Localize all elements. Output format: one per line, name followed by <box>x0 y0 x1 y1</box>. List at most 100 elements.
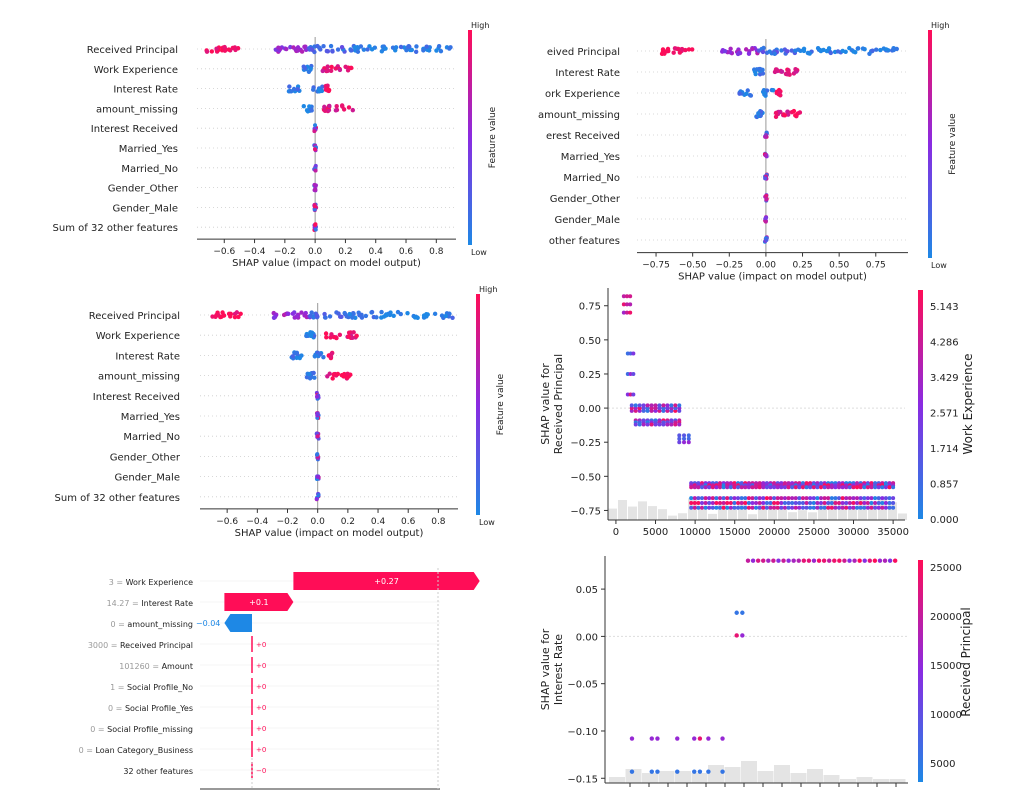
hist-bar <box>678 513 687 520</box>
shap-point <box>322 311 327 317</box>
colorbar-title: Work Experience <box>961 353 975 454</box>
hist-bar <box>648 506 657 520</box>
shap-point <box>793 113 798 118</box>
hist-bar <box>708 513 717 520</box>
shap-point <box>689 485 694 490</box>
shap-point <box>351 311 356 317</box>
shap-point <box>882 558 888 563</box>
shap-point <box>754 505 759 510</box>
shap-point <box>673 422 678 427</box>
shap-point <box>304 108 310 113</box>
shap-point <box>829 485 834 490</box>
x-tick-label: 0.8 <box>431 517 446 527</box>
shap-point <box>808 485 813 490</box>
hist-bar <box>718 502 727 520</box>
shap-point <box>876 500 881 505</box>
shap-point <box>222 48 228 53</box>
shap-point <box>779 485 784 490</box>
waterfall-bar <box>224 593 294 611</box>
feature-label: Gender_Male <box>554 215 620 226</box>
feature-label: Work Experience <box>96 331 180 342</box>
shap-point <box>786 505 791 510</box>
shap-point <box>833 485 838 490</box>
shap-point <box>363 313 369 319</box>
shap-point <box>829 496 834 501</box>
shap-point <box>826 485 831 490</box>
shap-point <box>625 302 630 307</box>
shap-point <box>797 110 803 115</box>
y-axis-label: Interest Rate <box>552 634 565 705</box>
shap-point <box>434 48 439 53</box>
shap-point <box>837 500 842 505</box>
shap-point <box>398 44 404 50</box>
shap-point <box>746 500 751 505</box>
shap-point <box>628 371 633 376</box>
shap-point <box>315 43 320 49</box>
shap-point <box>309 108 314 113</box>
shap-point <box>837 496 842 501</box>
shap-point <box>354 333 359 338</box>
feature-name: Interest Rate <box>141 599 193 608</box>
shap-point <box>858 500 863 505</box>
shap-point <box>736 500 741 505</box>
feature-label: Interest Received <box>93 392 180 403</box>
feature-name: Social Profile_missing <box>107 725 193 734</box>
shap-point <box>876 485 881 490</box>
shap-point <box>826 496 831 501</box>
shap-point <box>840 505 845 510</box>
hist-bar <box>868 504 877 520</box>
shap-point <box>313 123 318 128</box>
shap-point <box>887 485 892 490</box>
shap-point <box>312 129 317 134</box>
y-tick-label: −0.10 <box>567 727 598 738</box>
feature-label: amount_missing <box>538 110 620 121</box>
shap-point <box>808 496 813 501</box>
shap-point <box>327 103 332 109</box>
shap-point <box>350 107 356 113</box>
x-tick-label: 0.25 <box>793 261 813 271</box>
shap-point <box>345 375 350 380</box>
feature-label: Gender_Other <box>110 452 181 463</box>
shap-point <box>725 505 730 510</box>
shap-point <box>628 302 633 307</box>
shap-point <box>238 311 243 316</box>
shap-point <box>405 310 410 316</box>
feature-label: Interest Rate <box>113 85 178 96</box>
shap-point <box>757 505 762 510</box>
shap-point <box>750 558 756 563</box>
shap-point <box>880 500 885 505</box>
shap-point <box>621 302 626 307</box>
shap-point <box>855 500 860 505</box>
shap-point <box>779 500 784 505</box>
shap-point <box>330 376 335 381</box>
shap-point <box>822 500 827 505</box>
shap-point <box>312 147 317 152</box>
shap-point <box>629 403 634 408</box>
shap-point <box>793 485 798 490</box>
shap-point <box>876 496 881 501</box>
feature-label: Married_Yes <box>119 144 178 155</box>
shap-point <box>860 46 866 51</box>
shap-point <box>855 485 860 490</box>
feature-name: Social Profile_Yes <box>125 704 193 713</box>
shap-point <box>851 505 856 510</box>
hist-bar <box>642 773 658 783</box>
shap-point <box>840 485 845 490</box>
shap-point <box>313 227 318 232</box>
shap-point <box>214 312 219 318</box>
shap-point <box>703 485 708 490</box>
feature-value: 14.27 = <box>107 599 142 608</box>
shap-point <box>679 47 684 52</box>
shap-point <box>349 48 354 53</box>
shap-point <box>665 422 670 427</box>
shap-point <box>284 46 289 52</box>
feature-name: Work Experience <box>126 578 193 587</box>
colorbar <box>928 30 932 258</box>
feature-value: 3000 = <box>88 641 120 650</box>
shap-point <box>773 110 779 116</box>
shap-point <box>404 48 409 53</box>
shap-point <box>677 433 682 438</box>
shap-point <box>851 49 856 54</box>
hist-bar <box>807 769 823 783</box>
shap-point <box>824 48 830 54</box>
